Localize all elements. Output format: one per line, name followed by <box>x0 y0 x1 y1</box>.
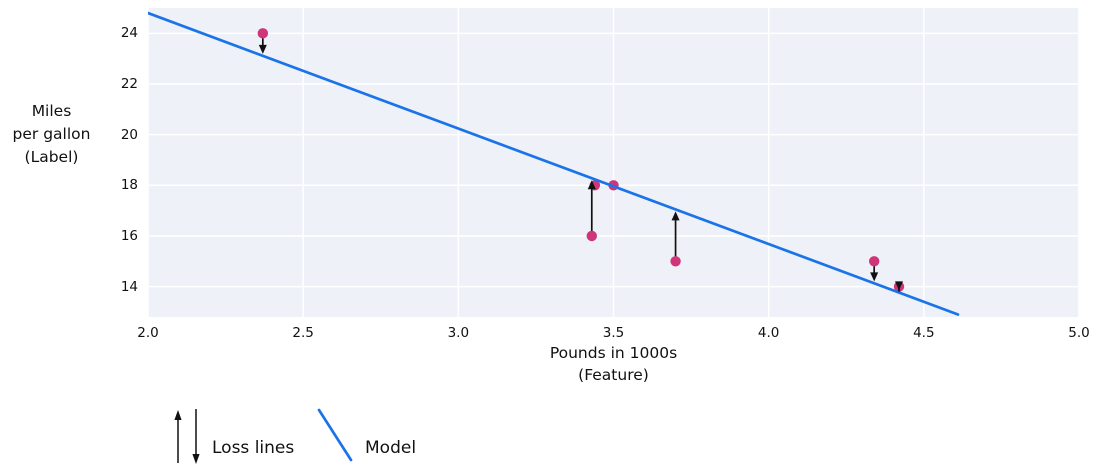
loss-line-arrowhead <box>258 44 267 54</box>
loss-line-arrow <box>192 409 200 464</box>
loss-line-arrow <box>174 410 182 463</box>
loss-line-arrowhead <box>192 454 200 464</box>
data-point <box>868 256 880 267</box>
model-legend-icon <box>317 408 353 462</box>
x-axis-label: Pounds in 1000s (Feature) <box>148 342 1079 386</box>
y-axis-label: Miles per gallon (Label) <box>0 100 103 169</box>
legend-label-loss-lines: Loss lines <box>212 438 295 458</box>
x-tick-label: 4.0 <box>757 325 780 341</box>
y-tick-label: 24 <box>120 25 138 42</box>
data-point <box>257 28 269 39</box>
loss-line-arrow <box>258 38 267 54</box>
data-point <box>670 256 681 267</box>
y-tick-label: 16 <box>120 227 138 244</box>
y-axis-label-line: Miles <box>31 102 72 120</box>
x-tick-label: 3.5 <box>602 325 625 341</box>
loss-line-arrow <box>870 266 879 282</box>
y-tick-label: 18 <box>120 177 138 194</box>
y-tick-label: 14 <box>120 278 138 295</box>
x-tick-label: 4.5 <box>913 325 935 341</box>
loss-lines-legend-icon <box>174 409 200 464</box>
loss-line-arrowhead <box>587 180 596 190</box>
model-legend-line <box>317 408 353 462</box>
x-tick-label: 3.0 <box>447 325 470 341</box>
y-axis-label-line: (Label) <box>24 148 79 166</box>
model-line <box>148 11 960 316</box>
y-tick-label: 22 <box>120 75 138 92</box>
x-tick-label: 2.0 <box>137 325 159 341</box>
loss-line-arrowhead <box>671 211 680 221</box>
legend-label-model: Model <box>365 438 417 458</box>
loss-line-arrow <box>895 281 904 292</box>
plot-canvas <box>148 8 1079 317</box>
y-tick-label: 20 <box>120 126 138 143</box>
loss-line-arrow <box>587 180 596 231</box>
x-axis-label-line: Pounds in 1000s <box>549 344 678 362</box>
loss-line-arrowhead <box>174 410 182 420</box>
x-tick-label: 5.0 <box>1068 325 1090 341</box>
x-tick-label: 2.5 <box>292 325 314 341</box>
loss-line-arrow <box>671 211 680 257</box>
loss-line-arrowhead <box>895 281 904 291</box>
y-axis-label-line: per gallon <box>12 125 91 143</box>
data-point <box>586 230 597 242</box>
plot-area <box>148 8 1079 317</box>
x-axis-label-line: (Feature) <box>578 366 649 384</box>
loss-line-arrowhead <box>870 272 879 282</box>
